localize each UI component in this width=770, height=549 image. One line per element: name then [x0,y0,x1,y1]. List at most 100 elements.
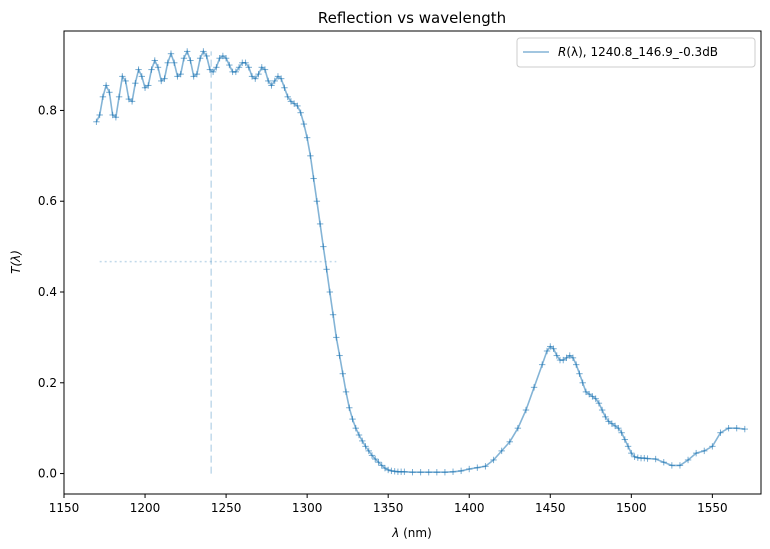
data-point [346,404,353,411]
data-point [506,438,513,445]
data-point [164,59,171,66]
data-point [148,66,155,73]
data-point [196,55,204,62]
data-point [692,449,700,457]
data-point [187,57,194,64]
data-point [384,466,392,474]
x-tick-label: 1350 [373,501,404,515]
data-point [297,109,304,116]
x-tick-label: 1550 [697,501,728,515]
x-axis-label: λ (nm) [391,526,432,540]
data-point [409,469,416,476]
data-point [579,379,586,386]
data-point [235,64,243,71]
data-point [466,465,473,473]
data-point [183,48,191,55]
data-point [359,437,366,445]
data-point [741,425,748,433]
data-point [206,66,214,73]
data-point [245,64,252,71]
data-point [255,70,262,78]
data-point [530,384,538,391]
data-point [401,468,408,475]
data-point [598,406,606,414]
data-point [145,82,152,89]
data-point [203,52,210,60]
data-point [550,345,557,352]
data-point [553,352,560,359]
data-point [339,370,346,377]
chart-title: Reflection vs wavelength [318,9,506,27]
data-point [278,75,285,82]
data-point [660,459,667,466]
data-point [326,288,334,296]
data-point [252,75,259,82]
data-point [543,347,551,355]
x-tick-label: 1150 [49,501,80,515]
data-point [232,68,240,76]
data-point [355,431,363,439]
data-point [158,77,165,85]
data-point [684,456,692,464]
data-point [313,198,321,205]
data-point [200,48,207,55]
data-point [323,266,330,273]
data-point [482,463,489,470]
data-point [122,77,129,85]
data-point [457,467,465,475]
data-point [128,98,136,105]
data-point [676,462,684,469]
data-point [258,64,265,71]
data-point [573,361,580,368]
data-point [216,55,223,62]
data-point [618,429,625,436]
data-point [498,447,505,455]
data-point [102,82,110,89]
y-axis: 0.0 0.2 0.4 0.6 0.8 [38,103,64,481]
data-point [193,70,201,78]
data-point [135,66,142,73]
x-axis: 1150 1200 1250 1300 1350 1400 1450 1500 1550 [49,494,728,515]
data-point [316,220,324,228]
x-axis-label-unit: (nm) [399,526,431,540]
data-point [109,111,116,119]
data-point [372,455,379,463]
data-point [417,469,424,476]
data-point [449,468,457,475]
data-point [349,415,356,423]
data-point [274,73,282,80]
y-tick-label: 0.0 [38,467,57,481]
data-point [300,120,308,128]
legend-box [516,37,756,68]
data-point [290,100,298,107]
data-point [381,464,389,472]
x-tick-label: 1200 [130,501,161,515]
data-point [668,462,676,469]
data-point [268,82,275,89]
data-point [271,77,278,85]
data-point [631,453,638,460]
data-point [365,447,372,455]
data-point [284,93,291,101]
data-point [592,395,599,402]
data-point [733,424,740,432]
data-point [595,400,603,407]
legend-entry: R(λ), 1240.8_146.9_-0.3dB [558,45,718,59]
data-point [605,418,612,425]
data-point [242,59,249,66]
data-point [93,118,100,125]
data-point [222,55,230,62]
data-point [615,424,622,432]
plot-area [93,48,748,476]
data-point [725,424,732,432]
x-tick-label: 1450 [535,501,566,515]
data-point [125,95,133,103]
data-point [106,89,113,96]
x-tick-label: 1500 [616,501,647,515]
data-point [576,370,583,377]
data-point [336,352,343,359]
data-point [717,429,724,436]
data-point [115,93,123,101]
data-point [112,114,120,121]
y-axis-label: T(λ) [9,250,23,274]
